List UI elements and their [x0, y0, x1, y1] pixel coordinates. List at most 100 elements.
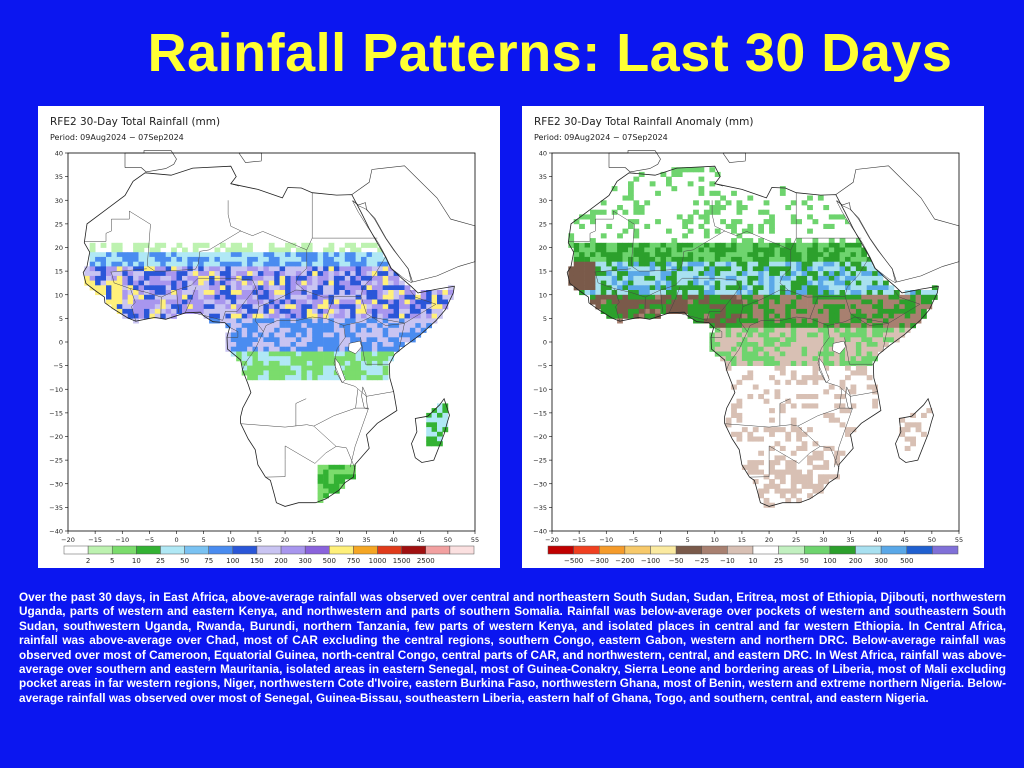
rainfall-cell: [127, 285, 134, 291]
rainfall-cell: [758, 238, 764, 244]
rainfall-cell: [230, 271, 237, 277]
rainfall-cell: [257, 360, 264, 366]
rainfall-cell: [671, 266, 678, 272]
rainfall-cell: [823, 256, 830, 262]
rainfall-cell: [339, 252, 346, 258]
rainfall-cell: [393, 308, 400, 314]
rainfall-cell: [861, 252, 868, 258]
rainfall-cell: [671, 294, 678, 300]
rainfall-cell: [573, 247, 580, 253]
rainfall-cell: [431, 299, 438, 305]
rainfall-cell: [344, 464, 351, 470]
rainfall-cell: [682, 308, 688, 314]
rainfall-cell: [785, 261, 792, 267]
rainfall-cell: [693, 275, 699, 281]
rainfall-cell: [361, 271, 367, 277]
rainfall-cell: [812, 346, 819, 352]
rainfall-cell: [355, 351, 362, 357]
rainfall-cell: [931, 290, 938, 296]
rainfall-cell: [834, 460, 840, 466]
rainfall-cell: [154, 308, 161, 314]
rainfall-cell: [279, 365, 286, 371]
rainfall-cell: [785, 323, 792, 329]
rainfall-cell: [633, 176, 640, 182]
rainfall-cell: [442, 408, 449, 414]
rainfall-cell: [861, 332, 868, 338]
rainfall-cell: [339, 299, 346, 305]
rainfall-cell: [823, 271, 830, 277]
rainfall-cell: [709, 256, 716, 262]
rainfall-cell: [893, 323, 900, 329]
rainfall-cell: [633, 219, 640, 225]
rainfall-cell: [779, 403, 786, 409]
rainfall-cell: [344, 375, 351, 381]
rainfall-cell: [437, 431, 443, 437]
rainfall-cell: [198, 266, 204, 272]
rainfall-cell: [736, 342, 743, 348]
rainfall-cell: [714, 299, 721, 305]
rainfall-cell: [241, 332, 248, 338]
rainfall-cell: [828, 417, 835, 423]
rainfall-cell: [676, 290, 683, 296]
rainfall-cell: [801, 318, 808, 324]
rainfall-cell: [807, 195, 813, 201]
rainfall-cell: [263, 271, 270, 277]
rainfall-cell: [252, 365, 259, 371]
rainfall-cell: [823, 412, 830, 418]
rainfall-cell: [377, 252, 384, 258]
rainfall-cell: [801, 375, 808, 381]
rainfall-cell: [931, 285, 938, 291]
rainfall-cell: [355, 275, 362, 281]
rainfall-cell: [285, 332, 291, 338]
rainfall-cell: [263, 256, 270, 262]
rainfall-cell: [747, 318, 754, 324]
rainfall-cell: [361, 327, 367, 333]
rainfall-cell: [817, 252, 824, 258]
rainfall-cell: [698, 247, 705, 253]
rainfall-cell: [274, 318, 280, 324]
rainfall-cell: [682, 290, 688, 296]
rainfall-cell: [741, 337, 748, 343]
rainfall-cell: [116, 271, 123, 277]
rainfall-cell: [323, 365, 329, 371]
rainfall-cell: [644, 285, 651, 291]
rainfall-cell: [252, 308, 259, 314]
rainfall-cell: [295, 332, 302, 338]
rainfall-cell: [279, 318, 286, 324]
rainfall-cell: [377, 323, 384, 329]
rainfall-cell: [328, 299, 335, 305]
lon-tick-label: 30: [335, 536, 343, 544]
rainfall-cell: [714, 280, 721, 286]
rainfall-cell: [122, 285, 129, 291]
rainfall-cell: [236, 290, 242, 296]
rainfall-cell: [812, 323, 819, 329]
rainfall-cell: [171, 252, 177, 258]
rainfall-cell: [295, 299, 302, 305]
rainfall-cell: [116, 299, 123, 305]
rainfall-cell: [660, 247, 667, 253]
rainfall-cell: [801, 474, 808, 480]
rainfall-cell: [595, 271, 602, 277]
rainfall-cell: [339, 479, 346, 485]
rainfall-cell: [344, 313, 351, 319]
rainfall-cell: [290, 266, 297, 272]
rainfall-cell: [420, 323, 427, 329]
rainfall-cell: [883, 290, 889, 296]
rainfall-cell: [823, 299, 830, 305]
rainfall-cell: [828, 384, 835, 390]
rainfall-cell: [823, 261, 830, 267]
rainfall-cell: [295, 266, 302, 272]
rainfall-cell: [442, 417, 449, 423]
rainfall-cell: [861, 351, 868, 357]
rainfall-cell: [790, 417, 797, 423]
rainfall-cell: [301, 332, 308, 338]
rainfall-cell: [628, 186, 634, 192]
rainfall-cell: [644, 275, 651, 281]
rainfall-cell: [230, 256, 237, 262]
rainfall-cell: [252, 299, 259, 305]
rainfall-cell: [666, 228, 672, 234]
rainfall-cell: [904, 294, 911, 300]
country-border: [726, 331, 748, 370]
rainfall-cell: [779, 469, 786, 475]
rainfall-cell: [388, 337, 394, 343]
